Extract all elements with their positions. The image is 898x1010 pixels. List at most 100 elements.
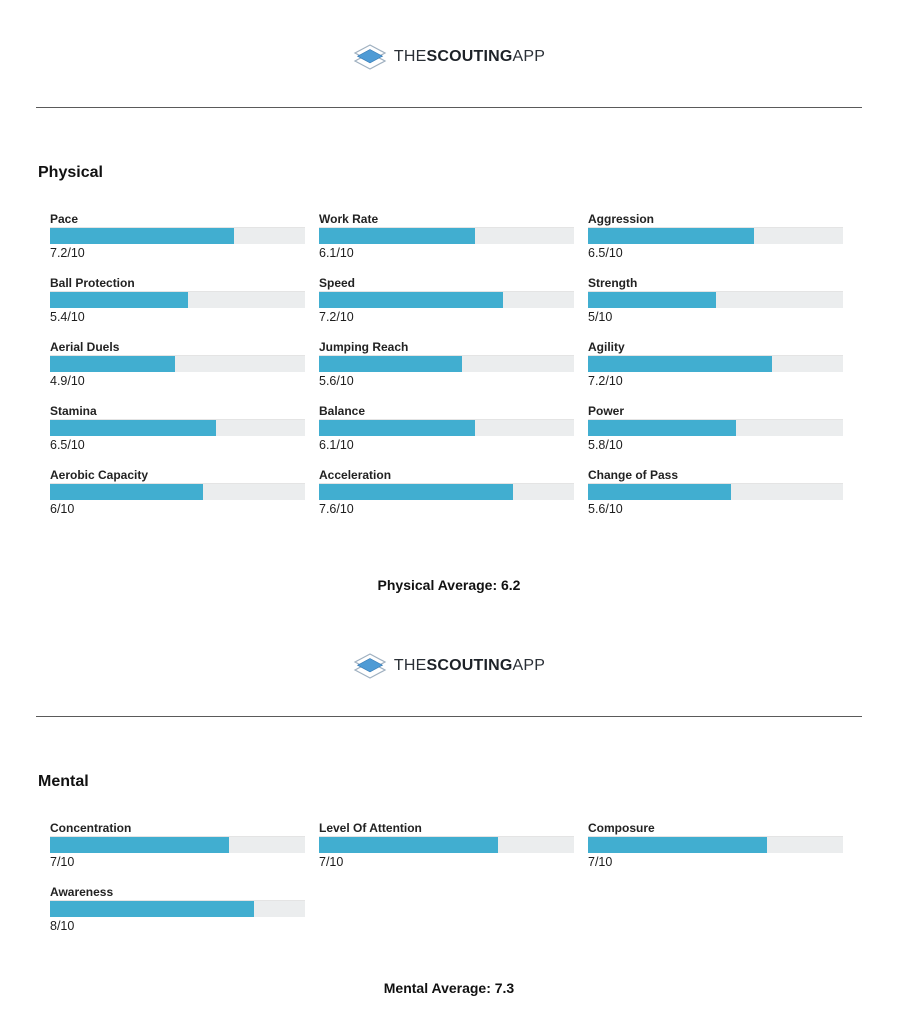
attribute-label: Agility [588,340,843,356]
brand-the: THE [393,48,427,65]
attribute-label: Stamina [50,404,305,420]
brand-scouting: SCOUTING [426,657,513,674]
attribute-acceleration: Acceleration 7.6/10 [319,468,574,517]
attribute-bar-track [50,837,305,853]
brand-app: APP [512,657,546,674]
attribute-label: Concentration [50,821,305,837]
attribute-bar-track [319,356,574,372]
attribute-bar-track [588,228,843,244]
attribute-bar-track [50,484,305,500]
divider [36,107,862,108]
attribute-bar-fill [588,228,754,244]
attribute-value: 7/10 [50,855,75,869]
attribute-label: Aerobic Capacity [50,468,305,484]
divider [36,716,862,717]
attribute-bar-track [319,484,574,500]
attribute-label: Strength [588,276,843,292]
attribute-jumping-reach: Jumping Reach 5.6/10 [319,340,574,389]
attribute-bar-track [50,356,305,372]
attribute-value: 5.6/10 [319,374,354,388]
attribute-bar-fill [50,228,234,244]
attribute-bar-fill [588,292,716,308]
brand-logo: THESCOUTINGAPP [353,44,545,70]
brand-logo: THESCOUTINGAPP [353,653,545,679]
attribute-bar-track [588,837,843,853]
attribute-bar-fill [588,484,731,500]
section-title-physical: Physical [38,164,103,181]
attribute-label: Aerial Duels [50,340,305,356]
attribute-label: Ball Protection [50,276,305,292]
brand-app: APP [512,48,546,65]
attribute-bar-fill [319,228,475,244]
attribute-bar-track [588,484,843,500]
brand-wordmark: THESCOUTINGAPP [394,48,545,66]
attribute-bar-track [50,901,305,917]
attribute-composure: Composure 7/10 [588,821,843,870]
brand-the: THE [393,657,427,674]
attribute-aerial-duels: Aerial Duels 4.9/10 [50,340,305,389]
attribute-bar-fill [588,420,736,436]
attribute-label: Aggression [588,212,843,228]
attribute-work-rate: Work Rate 6.1/10 [319,212,574,261]
section-title-mental: Mental [38,773,89,790]
attribute-bar-fill [50,292,188,308]
attribute-label: Power [588,404,843,420]
layers-diamond-icon [353,653,387,679]
attribute-power: Power 5.8/10 [588,404,843,453]
section-physical: Physical Pace 7.2/10 Work Rate 6.1/10 Aggres… [0,164,898,593]
attribute-bar-track [319,292,574,308]
attribute-bar-fill [319,420,475,436]
attribute-bar-track [319,228,574,244]
attribute-bar-fill [588,356,772,372]
attribute-bar-track [588,356,843,372]
attribute-label: Balance [319,404,574,420]
attribute-bar-track [588,420,843,436]
attribute-label: Level Of Attention [319,821,574,837]
attribute-concentration: Concentration 7/10 [50,821,305,870]
attribute-bar-track [319,837,574,853]
attribute-value: 6.1/10 [319,246,354,260]
attribute-bar-fill [50,837,229,853]
attribute-label: Work Rate [319,212,574,228]
brand-header-top: THESCOUTINGAPP [0,0,898,75]
physical-attributes-grid: Pace 7.2/10 Work Rate 6.1/10 Aggression 6.5/1… [50,212,843,517]
brand-wordmark: THESCOUTINGAPP [394,657,545,675]
attribute-value: 5.4/10 [50,310,85,324]
attribute-value: 8/10 [50,919,75,933]
attribute-bar-fill [50,901,254,917]
attribute-change-of-pass: Change of Pass 5.6/10 [588,468,843,517]
brand-header-bottom: THESCOUTINGAPP [0,593,898,684]
attribute-label: Acceleration [319,468,574,484]
attribute-ball-protection: Ball Protection 5.4/10 [50,276,305,325]
attribute-bar-track [50,420,305,436]
attribute-value: 7.6/10 [319,502,354,516]
attribute-label: Change of Pass [588,468,843,484]
attribute-awareness: Awareness 8/10 [50,885,305,934]
attribute-label: Jumping Reach [319,340,574,356]
mental-average: Mental Average: 7.3 [383,980,515,996]
attribute-bar-track [50,228,305,244]
physical-average: Physical Average: 6.2 [377,577,521,593]
attribute-bar-fill [50,484,203,500]
attribute-value: 7.2/10 [588,374,623,388]
attribute-aerobic-capacity: Aerobic Capacity 6/10 [50,468,305,517]
attribute-bar-fill [588,837,767,853]
attribute-label: Speed [319,276,574,292]
layers-diamond-icon [353,44,387,70]
attribute-level-of-attention: Level Of Attention 7/10 [319,821,574,870]
attribute-value: 7/10 [588,855,613,869]
attribute-aggression: Aggression 6.5/10 [588,212,843,261]
attribute-balance: Balance 6.1/10 [319,404,574,453]
attribute-value: 6/10 [50,502,75,516]
attribute-value: 7.2/10 [50,246,85,260]
attribute-bar-track [319,420,574,436]
attribute-bar-fill [319,356,462,372]
attribute-value: 7/10 [319,855,344,869]
attribute-value: 4.9/10 [50,374,85,388]
attribute-pace: Pace 7.2/10 [50,212,305,261]
attribute-strength: Strength 5/10 [588,276,843,325]
attribute-value: 6.5/10 [50,438,85,452]
section-mental: Mental Concentration 7/10 Level Of Attenti… [0,773,898,1010]
attribute-value: 6.5/10 [588,246,623,260]
